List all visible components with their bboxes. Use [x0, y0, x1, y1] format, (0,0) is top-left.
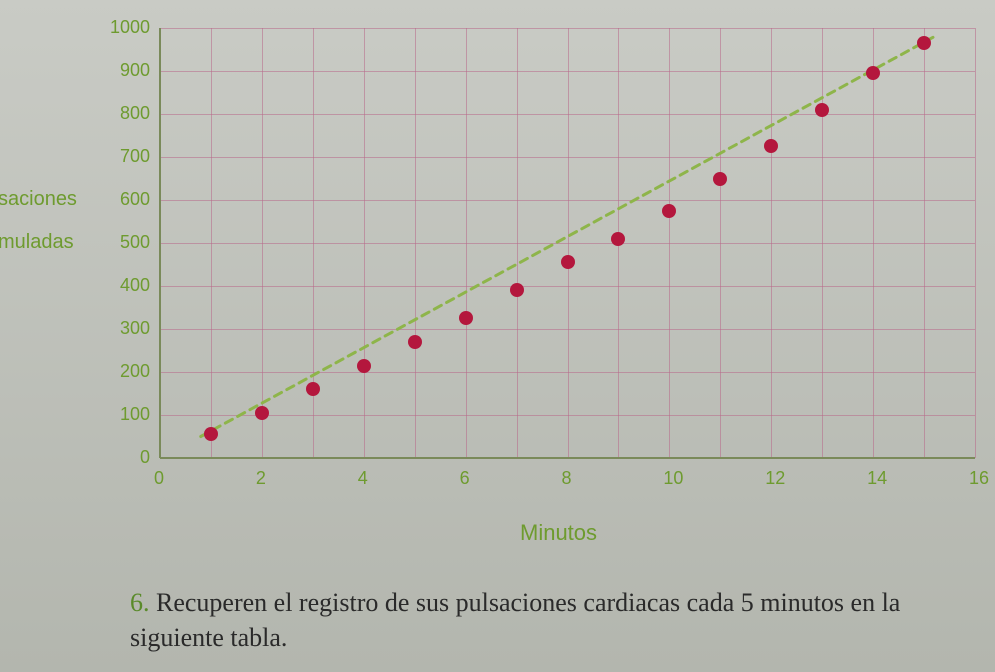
- data-point: [255, 406, 269, 420]
- x-tick-label: 8: [562, 468, 572, 489]
- y-tick-label: 800: [120, 103, 150, 124]
- y-tick-label: 600: [120, 189, 150, 210]
- x-tick-label: 16: [969, 468, 989, 489]
- trend-line: [160, 28, 975, 458]
- data-point: [815, 103, 829, 117]
- x-tick-label: 12: [765, 468, 785, 489]
- x-tick-label: 0: [154, 468, 164, 489]
- y-tick-label: 400: [120, 275, 150, 296]
- y-tick-label: 300: [120, 318, 150, 339]
- data-point: [713, 172, 727, 186]
- y-tick-label: 1000: [110, 17, 150, 38]
- data-point: [917, 36, 931, 50]
- question-text-block: 6. Recuperen el registro de sus pulsacio…: [130, 585, 950, 655]
- y-axis-title-line2: muladas: [0, 231, 74, 254]
- x-tick-label: 2: [256, 468, 266, 489]
- y-tick-label: 900: [120, 60, 150, 81]
- y-axis-title-line1: saciones: [0, 188, 77, 211]
- y-tick-label: 100: [120, 404, 150, 425]
- y-tick-label: 700: [120, 146, 150, 167]
- x-tick-label: 14: [867, 468, 887, 489]
- data-point: [306, 382, 320, 396]
- data-point: [459, 311, 473, 325]
- question-number: 6.: [130, 588, 150, 617]
- data-point: [357, 359, 371, 373]
- page-root: saciones muladas Minutos 010020030040050…: [0, 0, 995, 672]
- gridline-vertical: [975, 28, 976, 458]
- x-tick-label: 4: [358, 468, 368, 489]
- data-point: [510, 283, 524, 297]
- y-tick-label: 0: [140, 447, 150, 468]
- y-tick-label: 500: [120, 232, 150, 253]
- plot-area: [160, 28, 975, 458]
- question-body: Recuperen el registro de sus pulsaciones…: [130, 588, 900, 652]
- x-axis-title: Minutos: [520, 520, 597, 546]
- data-point: [408, 335, 422, 349]
- data-point: [561, 255, 575, 269]
- y-tick-label: 200: [120, 361, 150, 382]
- x-tick-label: 6: [460, 468, 470, 489]
- x-tick-label: 10: [663, 468, 683, 489]
